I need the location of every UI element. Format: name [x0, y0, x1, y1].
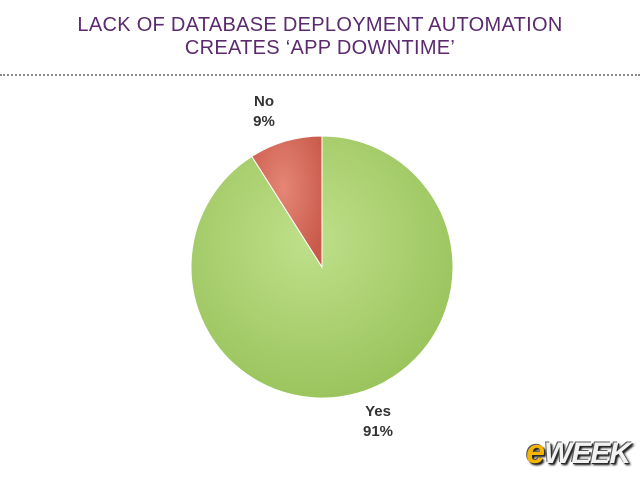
chart-title-line-1: LACK OF DATABASE DEPLOYMENT AUTOMATION: [77, 14, 563, 36]
pie-slices: [190, 135, 454, 399]
chart-title-line-2: CREATES ‘APP DOWNTIME’: [184, 37, 456, 59]
eweek-logo-e: e: [526, 433, 545, 471]
title-divider: [0, 74, 640, 76]
eweek-logo-text: WEEK: [544, 437, 631, 470]
slice-label-no: No: [254, 93, 274, 110]
chart-title: LACK OF DATABASE DEPLOYMENT AUTOMATION C…: [0, 14, 640, 60]
pie-slice-no: [251, 135, 323, 269]
pie-slice-yes: [190, 135, 454, 399]
pie-labels: Yes 91% No 9%: [253, 93, 393, 440]
slice-label-yes: Yes: [365, 403, 391, 420]
slice-value-yes: 91%: [363, 423, 393, 440]
eweek-logo: eWEEK: [526, 433, 631, 472]
slice-value-no: 9%: [253, 113, 275, 130]
